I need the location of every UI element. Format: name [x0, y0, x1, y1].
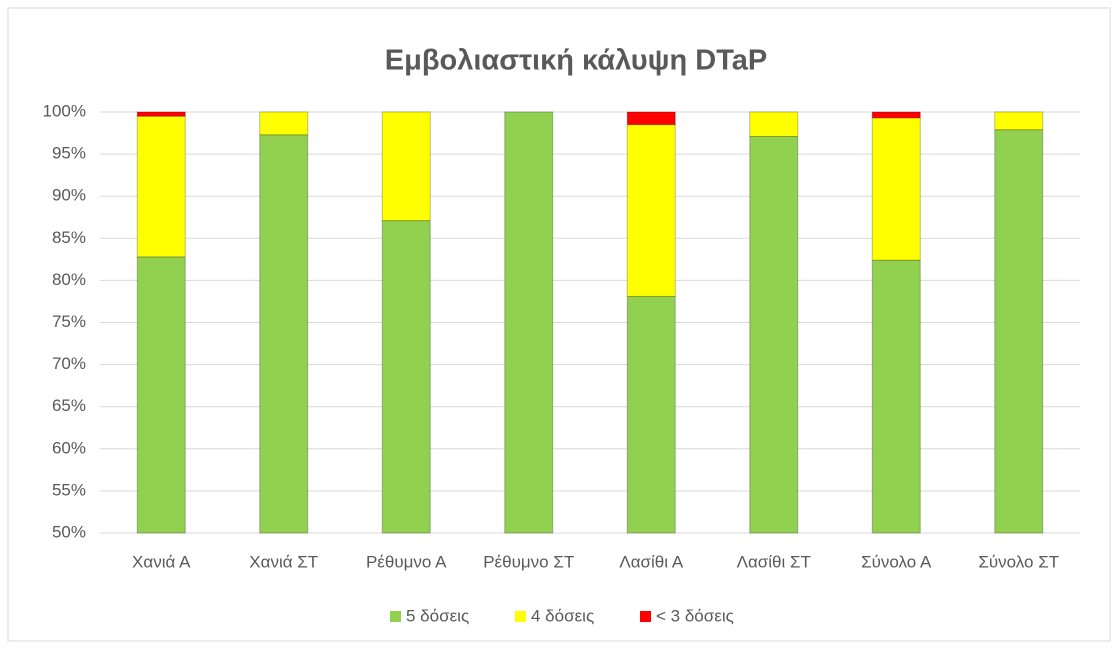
x-tick-label: Χανιά ΣΤ [249, 552, 318, 571]
legend-label: 4 δόσεις [531, 606, 594, 625]
y-tick-label: 95% [52, 144, 86, 163]
x-tick-label: Ρέθυμνο ΣΤ [483, 552, 574, 571]
bar-segment [749, 135, 799, 534]
bar-segment [749, 111, 799, 137]
bar-segment [136, 256, 186, 534]
bar-segment [259, 111, 309, 136]
y-tick-label: 60% [52, 438, 86, 457]
y-tick-label: 50% [52, 522, 86, 541]
legend-swatch [640, 611, 651, 622]
y-tick-label: 100% [43, 101, 86, 120]
y-tick-label: 70% [52, 354, 86, 373]
legend-swatch [515, 611, 526, 622]
chart-border [7, 7, 1111, 642]
y-tick-label: 85% [52, 228, 86, 247]
bar-segment [626, 111, 676, 126]
bar-segment [381, 220, 431, 534]
x-tick-label: Λασίθι Α [619, 552, 683, 571]
y-tick-label: 90% [52, 186, 86, 205]
bar-segment [504, 111, 554, 534]
bar-segment [381, 111, 431, 222]
y-tick-label: 80% [52, 270, 86, 289]
chart-title: Εμβολιαστική κάλυψη DTaP [385, 45, 768, 77]
x-tick-label: Σύνολο Α [861, 552, 932, 571]
x-tick-label: Χανιά Α [132, 552, 191, 571]
bar-segment [871, 117, 921, 261]
x-tick-label: Ρέθυμνο Α [366, 552, 447, 571]
bar-segment [136, 115, 186, 258]
legend-label: < 3 δόσεις [656, 606, 734, 625]
bar-segment [626, 295, 676, 534]
bar-segment [994, 129, 1044, 534]
x-tick-label: Σύνολο ΣΤ [978, 552, 1059, 571]
bar-segment [994, 111, 1044, 131]
y-tick-label: 75% [52, 312, 86, 331]
y-tick-label: 55% [52, 480, 86, 499]
bar-segment [136, 111, 186, 117]
x-tick-label: Λασίθι ΣΤ [737, 552, 811, 571]
y-tick-label: 65% [52, 396, 86, 415]
bar-segment [259, 134, 309, 534]
bar-segment [871, 259, 921, 534]
legend-label: 5 δόσεις [406, 606, 469, 625]
legend-swatch [390, 611, 401, 622]
bar-segment [626, 124, 676, 297]
bar-segment [871, 111, 921, 119]
